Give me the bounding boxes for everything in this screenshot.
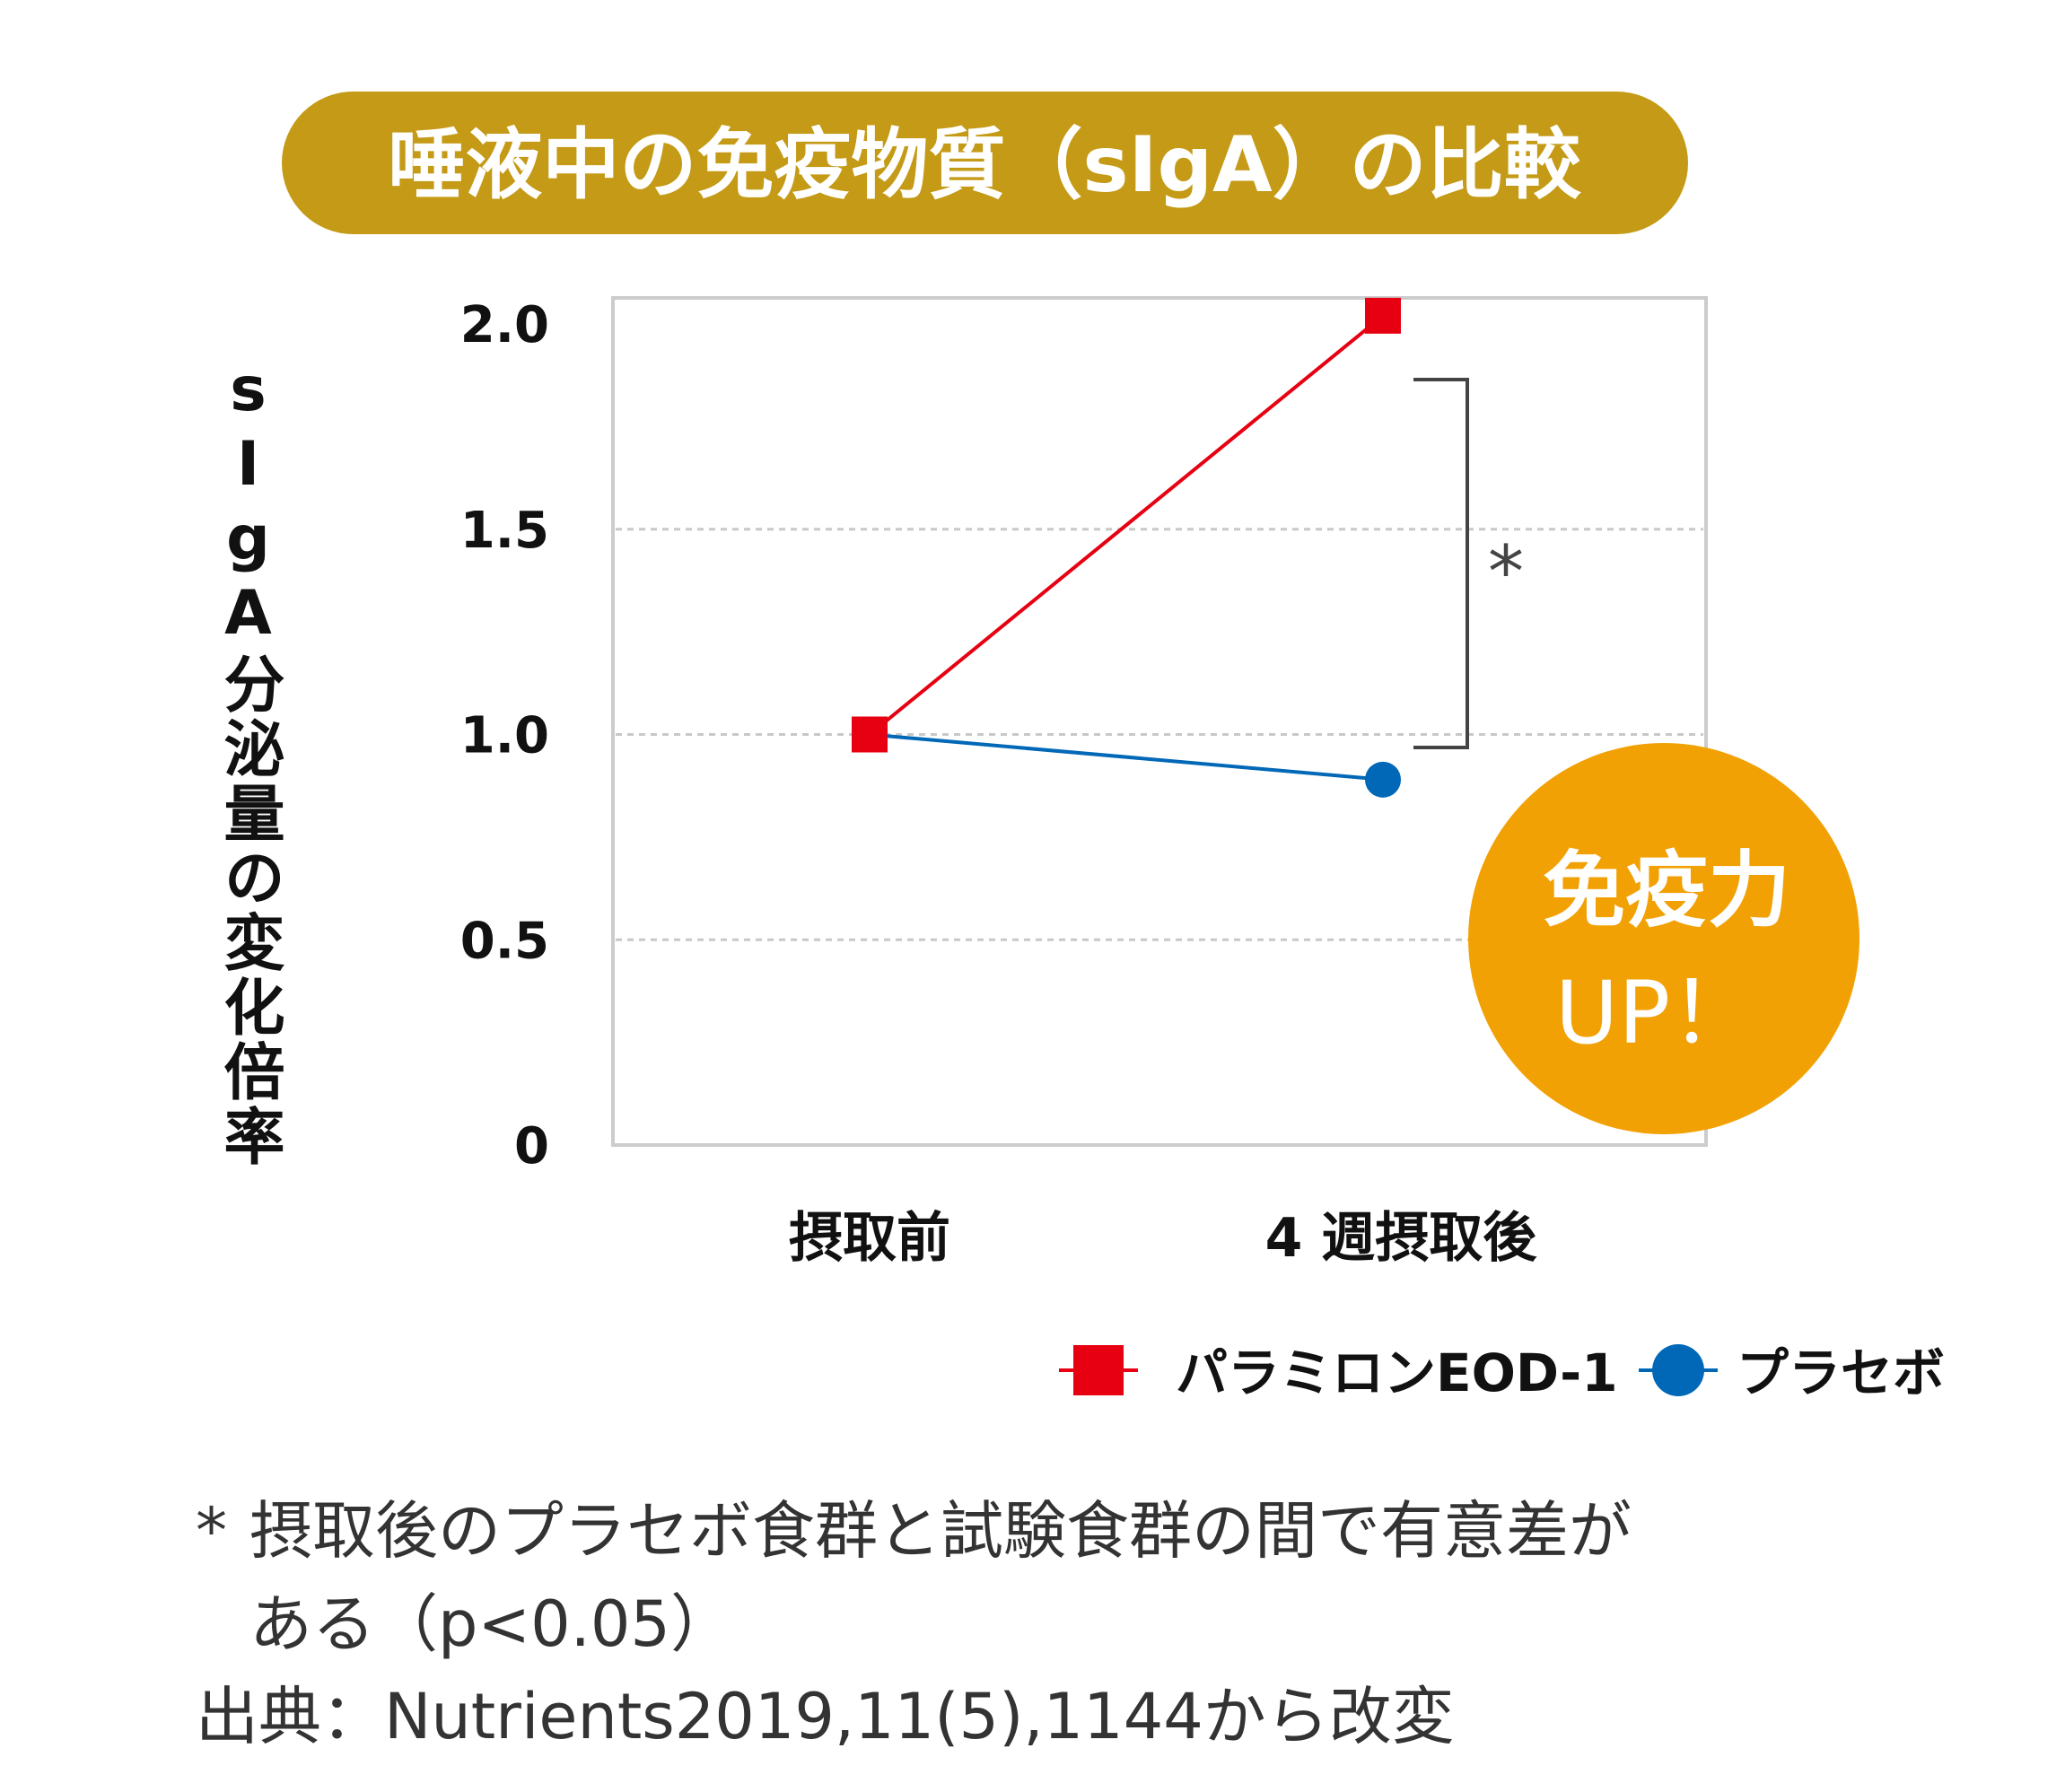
plot-frame [611,296,1708,1147]
y-axis-label: sIgA分泌量の変化倍率 [213,354,284,1169]
badge-line1: 免疫力 [1543,843,1790,939]
footnote-source: 出典：Nutrients2019,11(5),1144から改変 [196,1680,1455,1753]
footnote-star: * [196,1494,227,1568]
legend-red-square-icon [1073,1345,1124,1395]
y-tick-label: 0.5 [460,912,549,970]
y-tick-label: 1.5 [460,502,549,560]
y-tick-label: 1.0 [460,707,549,765]
legend-blue-circle-icon [1652,1344,1704,1396]
legend: パラミロンEOD-1 プラセボ [1059,1342,1945,1403]
x-tick-label: 摂取前 [789,1207,950,1270]
significance-star: * [1488,530,1524,614]
y-tick-label: 2.0 [460,296,549,354]
data-point-square [1365,297,1401,334]
data-point-circle [1365,761,1401,798]
significance-bracket [1413,378,1469,749]
data-point-square [852,716,888,753]
legend-label-placebo: プラセボ [1737,1342,1945,1403]
badge-line2: UP！ [1555,963,1756,1063]
legend-label-paramylon: パラミロンEOD-1 [1176,1342,1618,1403]
chart-title: 唾液中の免疫物質（sIgA）の比較 [388,120,1581,210]
series-line-placebo [869,732,1384,782]
immunity-up-badge [1468,743,1859,1134]
series-line-paramylon [868,314,1385,737]
y-tick-label: 0 [514,1117,549,1176]
footnote-line1: 摂取後のプラセボ食群と試験食群の間で有意差が [249,1494,1632,1568]
title-banner [282,92,1688,234]
x-tick-label: 4 週摂取後 [1265,1207,1538,1270]
footnote-line2: ある（p<0.05） [249,1587,733,1661]
